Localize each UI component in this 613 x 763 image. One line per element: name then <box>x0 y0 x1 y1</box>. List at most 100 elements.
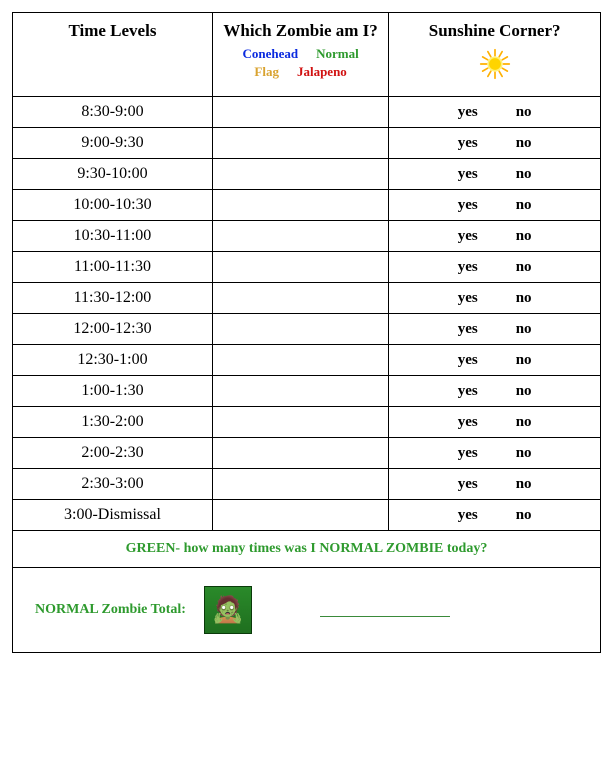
zombie-cell[interactable] <box>212 314 388 345</box>
table-row: 2:30-3:00 yes no <box>13 469 601 500</box>
sunshine-cell: yes no <box>389 500 601 531</box>
yes-option[interactable]: yes <box>458 259 478 276</box>
time-cell: 2:00-2:30 <box>13 438 213 469</box>
zombie-cell[interactable] <box>212 159 388 190</box>
zombie-type-flag: Flag <box>254 63 279 81</box>
time-cell: 8:30-9:00 <box>13 97 213 128</box>
yes-option[interactable]: yes <box>458 228 478 245</box>
yes-option[interactable]: yes <box>458 104 478 121</box>
table-row: 9:30-10:00 yes no <box>13 159 601 190</box>
table-row: 1:30-2:00 yes no <box>13 407 601 438</box>
no-option[interactable]: no <box>516 290 532 307</box>
sunshine-cell: yes no <box>389 407 601 438</box>
yes-option[interactable]: yes <box>458 197 478 214</box>
zombie-type-normal: Normal <box>316 45 359 63</box>
green-question-text: GREEN- how many times was I NORMAL ZOMBI… <box>126 541 488 556</box>
time-cell: 12:30-1:00 <box>13 345 213 376</box>
sunshine-cell: yes no <box>389 376 601 407</box>
sunshine-cell: yes no <box>389 283 601 314</box>
no-option[interactable]: no <box>516 507 532 524</box>
zombie-cell[interactable] <box>212 345 388 376</box>
no-option[interactable]: no <box>516 352 532 369</box>
time-cell: 10:30-11:00 <box>13 221 213 252</box>
table-row: 10:00-10:30 yes no <box>13 190 601 221</box>
time-cell: 3:00-Dismissal <box>13 500 213 531</box>
sun-icon <box>395 43 594 90</box>
time-cell: 9:30-10:00 <box>13 159 213 190</box>
yes-option[interactable]: yes <box>458 166 478 183</box>
zombie-icon: 🧟 <box>204 586 252 634</box>
table-row: 10:30-11:00 yes no <box>13 221 601 252</box>
sunshine-cell: yes no <box>389 469 601 500</box>
table-row: 3:00-Dismissal yes no <box>13 500 601 531</box>
yes-option[interactable]: yes <box>458 135 478 152</box>
time-cell: 11:30-12:00 <box>13 283 213 314</box>
table-row: 11:30-12:00 yes no <box>13 283 601 314</box>
no-option[interactable]: no <box>516 104 532 121</box>
table-row: 12:00-12:30yesno <box>13 314 601 345</box>
no-option[interactable]: no <box>516 445 532 462</box>
zombie-cell[interactable] <box>212 469 388 500</box>
table-row: 1:00-1:30 yes no <box>13 376 601 407</box>
time-cell: 2:30-3:00 <box>13 469 213 500</box>
no-option[interactable]: no <box>516 135 532 152</box>
no-option[interactable]: no <box>516 228 532 245</box>
no-option[interactable]: no <box>516 259 532 276</box>
no-option[interactable]: no <box>516 476 532 493</box>
sunshine-cell: yes no <box>389 190 601 221</box>
time-cell: 1:30-2:00 <box>13 407 213 438</box>
time-cell: 1:00-1:30 <box>13 376 213 407</box>
table-row: 12:30-1:00 yes no <box>13 345 601 376</box>
zombie-cell[interactable] <box>212 438 388 469</box>
no-option[interactable]: no <box>516 166 532 183</box>
zombie-type-conehead: Conehead <box>242 45 298 63</box>
zombie-type-jalapeno: Jalapeno <box>297 63 347 81</box>
yes-option[interactable]: yes <box>458 445 478 462</box>
zombie-type-legend: Conehead Normal Flag Jalapeno <box>219 45 382 81</box>
zombie-cell[interactable] <box>212 97 388 128</box>
sunshine-cell: yes no <box>389 128 601 159</box>
zombie-cell[interactable] <box>212 500 388 531</box>
header-sunshine-label: Sunshine Corner? <box>395 21 594 41</box>
zombie-cell[interactable] <box>212 190 388 221</box>
sunshine-cell: yes no <box>389 97 601 128</box>
zombie-cell[interactable] <box>212 252 388 283</box>
yes-option[interactable]: yes <box>458 476 478 493</box>
header-time-label: Time Levels <box>68 21 156 40</box>
no-option[interactable]: no <box>516 414 532 431</box>
header-zombie: Which Zombie am I? Conehead Normal Flag … <box>212 13 388 97</box>
yes-option[interactable]: yes <box>458 290 478 307</box>
zombie-cell[interactable] <box>212 407 388 438</box>
time-cell: 10:00-10:30 <box>13 190 213 221</box>
yes-option[interactable]: yes <box>458 383 478 400</box>
no-option[interactable]: no <box>516 197 532 214</box>
header-sunshine: Sunshine Corner? <box>389 13 601 97</box>
zombie-cell[interactable] <box>212 221 388 252</box>
table-row: 8:30-9:00 yes no <box>13 97 601 128</box>
sunshine-cell: yes no <box>389 221 601 252</box>
sunshine-cell: yes no <box>389 252 601 283</box>
zombie-cell[interactable] <box>212 376 388 407</box>
header-time: Time Levels <box>13 13 213 97</box>
table-row: 9:00-9:30 yes no <box>13 128 601 159</box>
table-row: 2:00-2:30 yes no <box>13 438 601 469</box>
zombie-cell[interactable] <box>212 128 388 159</box>
time-cell: 9:00-9:30 <box>13 128 213 159</box>
header-zombie-label: Which Zombie am I? <box>219 21 382 41</box>
yes-option[interactable]: yes <box>458 352 478 369</box>
sunshine-cell: yes no <box>389 438 601 469</box>
no-option[interactable]: no <box>516 321 532 338</box>
time-cell: 11:00-11:30 <box>13 252 213 283</box>
no-option[interactable]: no <box>516 383 532 400</box>
sunshine-cell: yes no <box>389 159 601 190</box>
yes-option[interactable]: yes <box>458 321 478 338</box>
yes-option[interactable]: yes <box>458 507 478 524</box>
header-row: Time Levels Which Zombie am I? Conehead … <box>13 13 601 97</box>
total-label: NORMAL Zombie Total: <box>35 602 186 618</box>
total-row: NORMAL Zombie Total: 🧟 <box>13 568 601 653</box>
yes-option[interactable]: yes <box>458 414 478 431</box>
green-question-row: GREEN- how many times was I NORMAL ZOMBI… <box>13 531 601 568</box>
behavior-chart-table: Time Levels Which Zombie am I? Conehead … <box>12 12 601 653</box>
zombie-cell[interactable] <box>212 283 388 314</box>
total-blank-line[interactable] <box>320 603 450 617</box>
